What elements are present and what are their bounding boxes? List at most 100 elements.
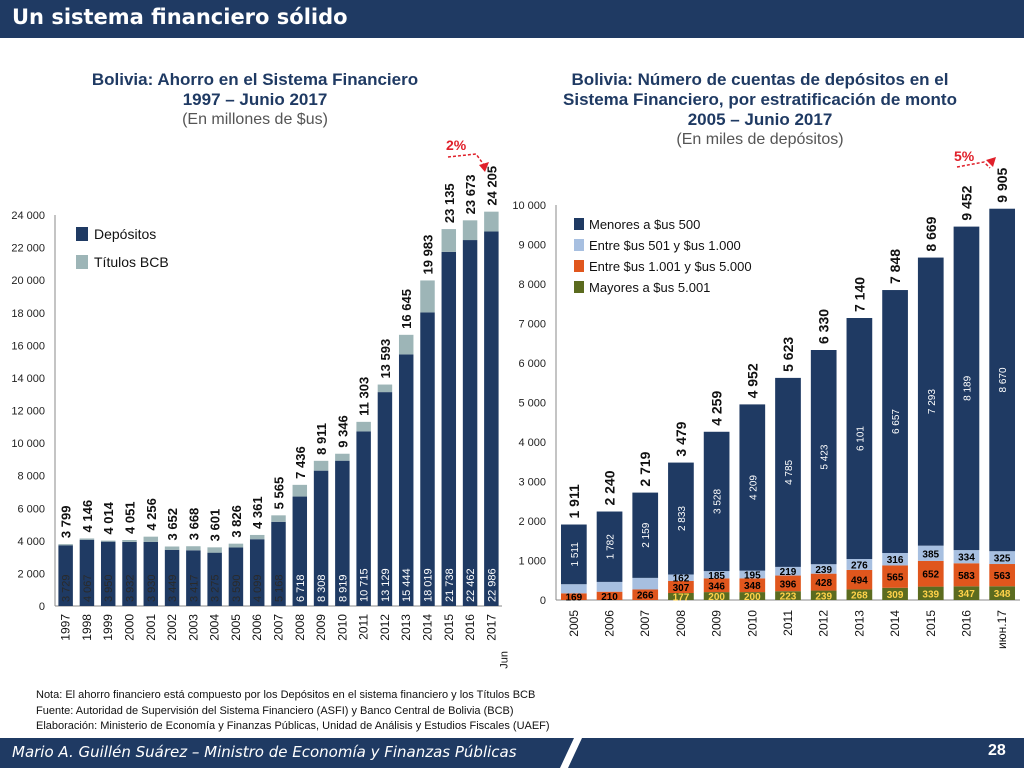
- left-bar-titulos-bcb: [462, 220, 478, 241]
- right-data-label-segment: 309: [887, 590, 904, 601]
- left-growth-arrowhead: [479, 162, 489, 172]
- page-number: 28: [988, 742, 1006, 759]
- left-y-tick-label: 8 000: [17, 471, 45, 483]
- left-bar-depositos: [377, 392, 393, 606]
- right-total-data-label: 4 952: [744, 363, 760, 398]
- right-bar-menores: [703, 431, 730, 572]
- left-deposit-data-label: 22 462: [465, 568, 477, 602]
- left-total-data-label: 3 826: [229, 505, 244, 538]
- right-bar-mayores: [668, 593, 694, 600]
- right-data-label-menores: 7 293: [927, 389, 938, 414]
- left-bar-depositos: [398, 354, 414, 606]
- left-legend-swatch-titulos: [76, 255, 88, 269]
- right-legend-label: Entre $us 501 y $us 1.000: [589, 238, 741, 253]
- right-bar-entre-501-1000: [632, 577, 659, 590]
- left-y-tick-label: 0: [39, 601, 45, 613]
- right-x-tick-label: июн.17: [995, 610, 1009, 649]
- right-data-label-segment: 276: [851, 560, 868, 571]
- left-x-tick-label: 2004: [208, 614, 222, 641]
- header-bar: [0, 0, 1024, 38]
- right-data-label-segment: 266: [637, 591, 654, 602]
- right-x-tick-label: 2016: [959, 610, 973, 637]
- right-chart-subtitle: (En miles de depósitos): [676, 131, 844, 148]
- right-bar-entre-501-1000: [846, 558, 873, 570]
- right-data-label-segment: 348: [994, 589, 1011, 600]
- right-bar-entre-1001-5000: [953, 563, 980, 587]
- right-bar-entre-501-1000: [917, 545, 944, 561]
- right-data-label-segment: 195: [744, 571, 761, 582]
- right-x-tick-label: 2011: [781, 610, 795, 636]
- left-y-tick-label: 22 000: [11, 243, 45, 255]
- left-bar-titulos-bcb: [441, 229, 457, 252]
- left-deposit-data-label: 5 168: [274, 574, 286, 602]
- right-x-tick-label: 2010: [745, 610, 759, 637]
- right-bar-entre-1001-5000: [739, 578, 766, 593]
- right-total-data-label: 8 669: [923, 216, 939, 251]
- left-deposit-data-label: 4 067: [82, 574, 94, 602]
- right-growth-arrow: [956, 161, 991, 169]
- right-x-tick-label: 2007: [638, 610, 652, 637]
- right-chart-title-line2: Sistema Financiero, por estratificación …: [563, 90, 957, 109]
- left-chart-subtitle: (En millones de $us): [182, 111, 328, 128]
- right-bar-entre-501-1000: [560, 584, 587, 594]
- right-y-tick-label: 0: [540, 595, 546, 607]
- right-bar-entre-501-1000: [953, 550, 980, 564]
- left-total-data-label: 3 601: [208, 509, 223, 542]
- right-x-tick-label: 2012: [817, 610, 831, 637]
- right-legend-label: Menores a $us 500: [589, 217, 700, 232]
- source-line: Fuente: Autoridad de Supervisión del Sis…: [36, 704, 514, 717]
- right-bar-entre-501-1000: [989, 551, 1016, 565]
- right-bar-entre-1001-5000: [846, 569, 873, 590]
- right-data-label-segment: 162: [673, 574, 690, 585]
- left-total-data-label: 4 051: [123, 501, 138, 534]
- left-x-tick-label: 2015: [442, 614, 456, 641]
- left-bar-depositos: [441, 251, 457, 606]
- left-y-tick-label: 4 000: [17, 536, 45, 548]
- left-x-tick-label: 2014: [421, 614, 435, 641]
- left-x-tick-label: 2009: [314, 614, 328, 641]
- left-bar-depositos: [122, 541, 137, 606]
- right-data-label-segment: 565: [887, 573, 904, 584]
- left-bar-depositos: [207, 552, 222, 606]
- left-bar-depositos: [143, 541, 159, 606]
- left-bar-depositos: [356, 431, 371, 606]
- right-bar-menores: [810, 350, 837, 565]
- left-x-tick-label: 2000: [123, 614, 137, 641]
- left-y-tick-label: 20 000: [11, 275, 45, 287]
- right-total-data-label: 6 330: [816, 309, 832, 344]
- left-deposit-data-label: 4 099: [252, 574, 264, 602]
- right-data-label-menores: 8 189: [962, 375, 973, 400]
- right-total-data-label: 3 479: [673, 421, 689, 456]
- right-bar-menores: [560, 524, 587, 585]
- left-bar-titulos-bcb: [313, 460, 329, 471]
- right-bar-mayores: [882, 587, 908, 600]
- right-data-label-segment: 239: [815, 591, 832, 602]
- left-deposit-data-label: 3 590: [231, 574, 243, 602]
- left-x-tick-label: 1999: [101, 614, 115, 641]
- left-bar-titulos-bcb: [100, 540, 116, 542]
- left-bar-titulos-bcb: [271, 515, 286, 522]
- left-deposit-data-label: 10 715: [359, 568, 371, 602]
- right-bar-mayores: [989, 586, 1016, 600]
- left-bar-titulos-bcb: [484, 211, 499, 232]
- left-bar-titulos-bcb: [79, 538, 95, 540]
- right-data-label-segment: 652: [922, 570, 939, 581]
- right-legend-swatch: [574, 260, 584, 272]
- right-bar-entre-1001-5000: [596, 591, 623, 600]
- left-total-data-label: 13 593: [378, 339, 393, 379]
- right-bar-menores: [632, 492, 659, 578]
- right-data-label-menores: 2 833: [677, 506, 688, 531]
- left-deposit-data-label: 3 930: [146, 574, 158, 602]
- right-bar-menores: [739, 404, 766, 571]
- right-data-label-segment: 396: [780, 579, 797, 590]
- left-x-tick-label: 1998: [80, 614, 94, 641]
- right-data-label-segment: 239: [815, 565, 832, 576]
- right-data-label-segment: 339: [922, 589, 939, 600]
- right-growth-annotation: 5%: [954, 148, 975, 164]
- left-total-data-label: 16 645: [399, 289, 414, 329]
- right-bar-entre-501-1000: [739, 570, 766, 579]
- right-data-label-segment: 185: [708, 571, 725, 582]
- left-growth-annotation: 2%: [446, 137, 467, 153]
